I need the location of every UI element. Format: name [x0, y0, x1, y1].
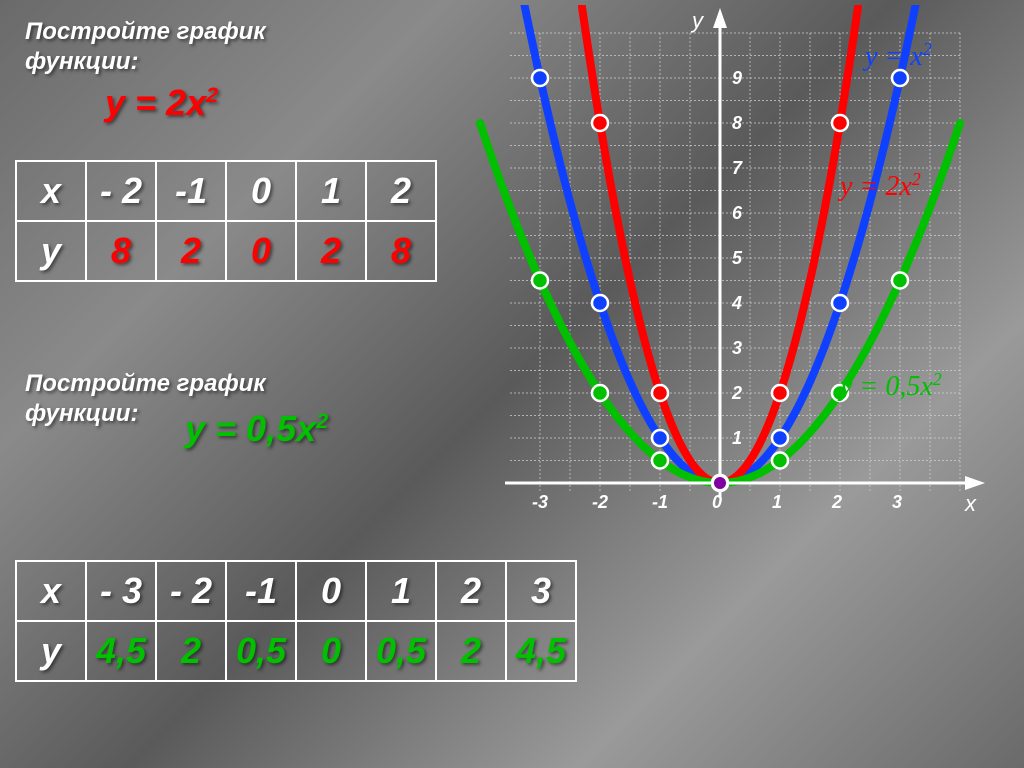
parabola-chart: у х -3 -2 -1 0 1 2 3 1 2 3 4 5 6 7 8 9 y = x2 y = 2x2 y = 0,… [470, 5, 1010, 545]
title-1a: Постройте график [25, 18, 266, 46]
svg-text:1: 1 [732, 428, 742, 448]
table-cell: 0 [226, 221, 296, 281]
table-cell: 8 [86, 221, 156, 281]
title-2a: Постройте график [25, 370, 266, 398]
table-row: х - 3 - 2 -1 0 1 2 3 [16, 561, 576, 621]
title-1b: функции: [25, 48, 138, 76]
svg-text:y = 0,5x2: y = 0,5x2 [837, 369, 942, 402]
table-cell: 4,5 [86, 621, 156, 681]
table-cell: 0 [296, 621, 366, 681]
table-cell: - 2 [156, 561, 226, 621]
table-cell: 2 [436, 561, 506, 621]
svg-text:-1: -1 [652, 492, 668, 512]
table-cell: 0 [296, 561, 366, 621]
formula-2-sup: 2 [316, 408, 328, 433]
svg-text:у: у [690, 8, 705, 33]
svg-text:y = x2: y = x2 [862, 39, 932, 72]
svg-text:2: 2 [831, 492, 842, 512]
svg-text:8: 8 [732, 113, 742, 133]
table-cell: - 3 [86, 561, 156, 621]
table-cell: - 2 [86, 161, 156, 221]
table-1-x-label: х [16, 161, 86, 221]
svg-text:9: 9 [732, 68, 742, 88]
svg-text:y = 2x2: y = 2x2 [837, 169, 921, 202]
table-cell: 2 [156, 621, 226, 681]
title-2b: функции: [25, 400, 138, 428]
table-cell: 3 [506, 561, 576, 621]
svg-text:-3: -3 [532, 492, 548, 512]
table-cell: 1 [296, 161, 366, 221]
table-cell: 2 [296, 221, 366, 281]
table-cell: 2 [156, 221, 226, 281]
table-cell: 1 [366, 561, 436, 621]
table-2-y-label: у [16, 621, 86, 681]
formula-1-text: y = 2x [105, 82, 206, 123]
svg-text:1: 1 [772, 492, 782, 512]
table-row: у 4,5 2 0,5 0 0,5 2 4,5 [16, 621, 576, 681]
svg-text:7: 7 [732, 158, 743, 178]
svg-text:0: 0 [712, 492, 722, 512]
chart-area: у х -3 -2 -1 0 1 2 3 1 2 3 4 5 6 7 8 9 y = x2 y = 2x2 y = 0,… [470, 5, 1010, 545]
table-1-y-label: у [16, 221, 86, 281]
svg-text:4: 4 [731, 293, 742, 313]
svg-text:5: 5 [732, 248, 743, 268]
table-2: х - 3 - 2 -1 0 1 2 3 у 4,5 2 0,5 0 0,5 2… [15, 560, 577, 682]
svg-text:6: 6 [732, 203, 743, 223]
formula-2: y = 0,5x2 [185, 408, 328, 450]
formula-1-sup: 2 [206, 82, 218, 107]
svg-text:-2: -2 [592, 492, 608, 512]
table-cell: 4,5 [506, 621, 576, 681]
svg-text:2: 2 [731, 383, 742, 403]
svg-text:3: 3 [892, 492, 902, 512]
table-cell: -1 [226, 561, 296, 621]
table-cell: 8 [366, 221, 436, 281]
table-2-x-label: х [16, 561, 86, 621]
table-row: у 8 2 0 2 8 [16, 221, 436, 281]
svg-text:3: 3 [732, 338, 742, 358]
table-cell: 0,5 [366, 621, 436, 681]
table-cell: 0 [226, 161, 296, 221]
table-cell: 2 [366, 161, 436, 221]
svg-text:х: х [964, 491, 977, 516]
table-cell: 2 [436, 621, 506, 681]
formula-1: y = 2x2 [105, 82, 218, 124]
table-cell: 0,5 [226, 621, 296, 681]
formula-2-text: y = 0,5x [185, 408, 316, 449]
table-1: х - 2 -1 0 1 2 у 8 2 0 2 8 [15, 160, 437, 282]
table-cell: -1 [156, 161, 226, 221]
table-row: х - 2 -1 0 1 2 [16, 161, 436, 221]
